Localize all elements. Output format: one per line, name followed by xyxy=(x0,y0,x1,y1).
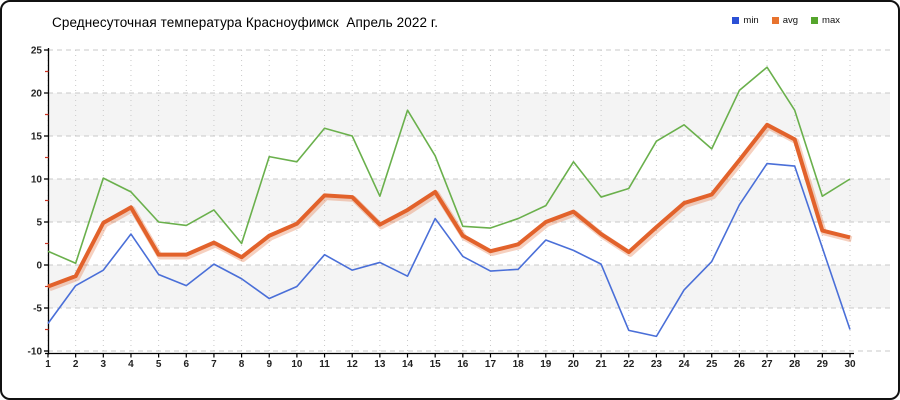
legend-swatch-max-icon xyxy=(811,17,819,24)
y-tick-label: 20 xyxy=(31,88,43,99)
x-tick-label: 21 xyxy=(596,359,608,370)
series-line-avg xyxy=(47,122,851,289)
x-tick-label: 1 xyxy=(45,359,51,370)
x-tick-label: 12 xyxy=(347,359,359,370)
x-tick-label: 18 xyxy=(513,359,525,370)
x-tick-label: 10 xyxy=(291,359,303,370)
x-tick-label: 28 xyxy=(789,359,801,370)
x-tick-label: 13 xyxy=(374,359,386,370)
legend: min avg max xyxy=(732,15,840,26)
legend-item-avg[interactable]: avg xyxy=(771,15,799,26)
series-line-max xyxy=(47,66,851,265)
x-tick-label: 17 xyxy=(485,359,497,370)
legend-label-avg: avg xyxy=(782,15,799,26)
y-tick-label: -10 xyxy=(28,346,43,357)
x-tick-label: 14 xyxy=(402,359,414,370)
x-tick-label: 23 xyxy=(651,359,663,370)
x-tick-label: 6 xyxy=(183,359,189,370)
x-tick-label: 22 xyxy=(623,359,635,370)
chart-title: Среднесуточная температура Красноуфимск … xyxy=(52,15,439,30)
legend-label-min: min xyxy=(743,15,759,26)
x-tick-label: 25 xyxy=(706,359,718,370)
legend-swatch-min-icon xyxy=(732,17,740,24)
y-tick-label: 10 xyxy=(31,174,43,185)
x-tick-label: 4 xyxy=(128,359,134,370)
plot-band xyxy=(48,179,890,222)
x-tick-label: 20 xyxy=(568,359,580,370)
x-tick-label: 26 xyxy=(734,359,746,370)
x-tick-label: 3 xyxy=(101,359,107,370)
x-tick-label: 15 xyxy=(430,359,442,370)
x-tick-label: 2 xyxy=(73,359,79,370)
x-tick-label: 27 xyxy=(761,359,773,370)
plot-band xyxy=(48,93,890,136)
legend-item-max[interactable]: max xyxy=(811,15,840,26)
x-tick-label: 24 xyxy=(679,359,691,370)
y-tick-label: -5 xyxy=(33,303,42,314)
x-tick-label: 29 xyxy=(817,359,829,370)
x-tick-label: 5 xyxy=(156,359,162,370)
y-tick-label: 15 xyxy=(31,131,43,142)
x-tick-label: 11 xyxy=(319,359,330,370)
legend-item-min[interactable]: min xyxy=(732,15,759,26)
x-tick-label: 9 xyxy=(266,359,272,370)
legend-label-max: max xyxy=(822,15,840,26)
legend-swatch-avg-icon xyxy=(771,17,779,24)
x-tick-label: 16 xyxy=(457,359,469,370)
x-tick-label: 8 xyxy=(239,359,245,370)
x-tick-label: 30 xyxy=(844,359,856,370)
series-line-min xyxy=(47,162,851,338)
x-tick-label: 19 xyxy=(540,359,552,370)
y-tick-label: 0 xyxy=(36,260,42,271)
y-tick-label: 5 xyxy=(36,217,42,228)
y-tick-label: 25 xyxy=(31,45,43,56)
x-tick-label: 7 xyxy=(211,359,217,370)
plot-band xyxy=(48,265,890,308)
